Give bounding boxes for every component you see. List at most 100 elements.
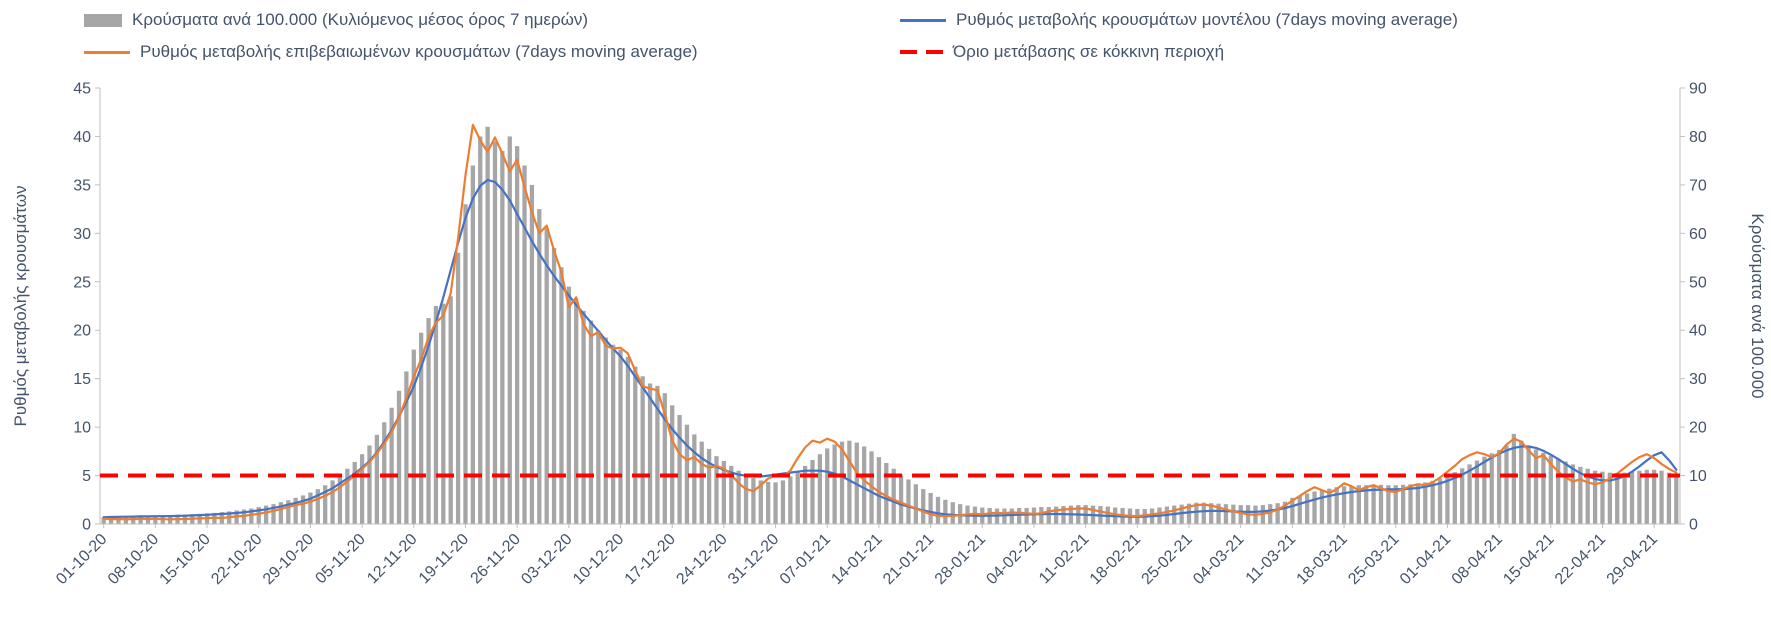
bar bbox=[958, 504, 963, 524]
bar bbox=[500, 150, 505, 525]
left-axis-title: Ρυθμός μεταβολής κρουσμάτων bbox=[11, 186, 30, 427]
bar bbox=[1312, 491, 1317, 524]
right-axis-tick: 70 bbox=[1689, 177, 1707, 194]
x-axis-tick: 01-10-20 bbox=[53, 531, 110, 588]
x-axis-tick: 26-11-20 bbox=[468, 531, 525, 588]
bar bbox=[478, 136, 483, 524]
x-axis-tick: 29-04-21 bbox=[1604, 531, 1661, 588]
bar bbox=[1652, 469, 1657, 524]
right-axis-tick: 30 bbox=[1689, 371, 1707, 388]
bar bbox=[566, 286, 571, 524]
bar bbox=[470, 165, 475, 524]
blue-line-swatch-icon bbox=[900, 18, 946, 22]
bars-series bbox=[101, 126, 1679, 525]
x-axis-tick: 08-04-21 bbox=[1449, 531, 1506, 588]
bar bbox=[618, 349, 623, 524]
x-axis-tick: 21-01-21 bbox=[880, 531, 937, 588]
bar bbox=[1305, 493, 1310, 524]
legend-label-red-threshold: Όριο μετάβασης σε κόκκινη περιοχή bbox=[953, 42, 1225, 61]
bar bbox=[1541, 452, 1546, 524]
bar bbox=[1282, 501, 1288, 524]
bar bbox=[847, 440, 852, 524]
right-axis-tick: 20 bbox=[1689, 420, 1707, 437]
bar bbox=[1600, 471, 1605, 524]
bar bbox=[891, 468, 896, 524]
axes bbox=[95, 87, 1685, 528]
bar bbox=[1415, 483, 1421, 524]
bar bbox=[300, 495, 306, 524]
bar bbox=[1053, 506, 1059, 524]
orange-line-swatch-icon bbox=[84, 50, 130, 54]
bar bbox=[323, 485, 328, 524]
bar bbox=[256, 507, 261, 524]
bar bbox=[647, 383, 653, 524]
bar bbox=[1615, 473, 1620, 524]
right-axis-tick: 80 bbox=[1689, 129, 1707, 146]
bar bbox=[1511, 433, 1517, 524]
bar bbox=[315, 489, 320, 524]
bar bbox=[1556, 458, 1561, 524]
bar bbox=[1637, 470, 1642, 524]
bar bbox=[699, 441, 704, 524]
bar bbox=[1504, 445, 1509, 524]
bar bbox=[389, 407, 394, 524]
bar bbox=[802, 465, 808, 524]
bar bbox=[655, 385, 660, 524]
bar bbox=[1201, 502, 1206, 524]
bar bbox=[596, 330, 601, 524]
bar bbox=[758, 480, 763, 524]
bar bbox=[367, 445, 372, 524]
bar bbox=[1194, 502, 1199, 524]
legend-label-model-rate: Ρυθμός μεταβολής κρουσμάτων μοντέλου (7d… bbox=[956, 10, 1458, 29]
right-axis-title: Κρούσματα ανά 100.000 bbox=[1748, 213, 1767, 398]
bar bbox=[1460, 468, 1465, 524]
bar bbox=[374, 434, 380, 524]
left-axis-tick: 5 bbox=[82, 468, 91, 485]
legend-label-confirmed-rate: Ρυθμός μεταβολής επιβεβαιωμένων κρουσμάτ… bbox=[140, 42, 698, 61]
bar bbox=[780, 480, 786, 524]
left-axis-tick: 30 bbox=[73, 226, 91, 243]
bar bbox=[1563, 461, 1568, 524]
bar bbox=[529, 184, 535, 524]
right-axis-tick: 40 bbox=[1689, 323, 1707, 340]
bar bbox=[1039, 507, 1044, 524]
bar bbox=[913, 484, 918, 524]
bar bbox=[773, 482, 778, 524]
x-axis-tick: 10-12-20 bbox=[570, 531, 627, 588]
bar bbox=[271, 504, 276, 524]
left-axis-tick: 45 bbox=[73, 81, 91, 98]
bar bbox=[1400, 484, 1406, 524]
bar bbox=[721, 461, 727, 524]
confirmed-rate-line bbox=[102, 123, 1678, 521]
x-axis-tick: 03-12-20 bbox=[518, 531, 575, 588]
bar bbox=[116, 516, 121, 524]
bar bbox=[337, 475, 343, 524]
bar bbox=[1017, 508, 1022, 524]
bar bbox=[610, 344, 616, 524]
x-axis-tick: 15-10-20 bbox=[157, 531, 214, 588]
legend-item-model-rate: Ρυθμός μεταβολής κρουσμάτων μοντέλου (7d… bbox=[900, 10, 1458, 30]
bar bbox=[1437, 478, 1443, 524]
x-axis-tick: 25-03-21 bbox=[1345, 531, 1402, 588]
bar bbox=[1223, 504, 1229, 524]
x-axis-tick: 08-10-20 bbox=[105, 531, 162, 588]
model-rate-line bbox=[102, 178, 1678, 519]
bar bbox=[1519, 440, 1524, 524]
bar bbox=[751, 477, 756, 524]
x-axis-tick: 11-03-21 bbox=[1243, 531, 1300, 588]
bar bbox=[625, 356, 631, 524]
left-axis-tick: 35 bbox=[73, 177, 91, 194]
bar bbox=[706, 448, 712, 524]
bar bbox=[551, 247, 557, 524]
bar bbox=[581, 310, 586, 524]
bar bbox=[485, 126, 490, 524]
left-axis-tick: 10 bbox=[73, 420, 91, 437]
bar bbox=[1216, 503, 1221, 524]
bar bbox=[1341, 486, 1347, 524]
bar bbox=[1364, 485, 1369, 524]
x-axis-tick: 28-01-21 bbox=[932, 531, 989, 588]
right-axis-tick: 60 bbox=[1689, 226, 1707, 243]
x-axis-tick: 01-04-21 bbox=[1397, 531, 1454, 588]
bar bbox=[433, 306, 439, 524]
